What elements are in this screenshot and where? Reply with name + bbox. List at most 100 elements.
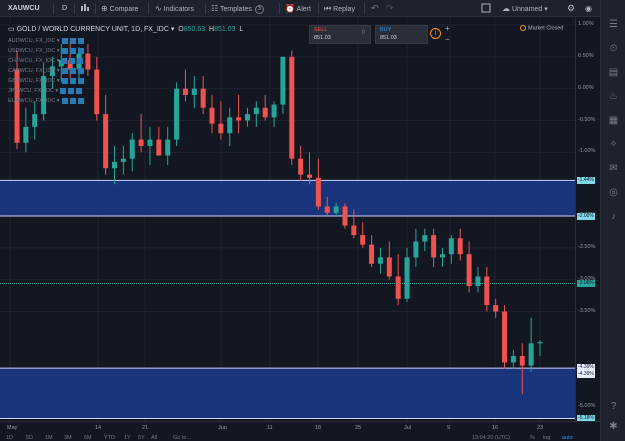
- overlay-toggle-icon[interactable]: [60, 87, 67, 94]
- candle-body: [94, 69, 100, 115]
- data-window-icon[interactable]: ▤: [608, 67, 619, 78]
- overlay-legend-item[interactable]: AUDWCU, FX_IDC ▾: [8, 37, 84, 46]
- plus-icon[interactable]: +: [445, 24, 450, 33]
- overlay-legend-item[interactable]: USDWCU, FX_IDC ▾: [8, 47, 84, 56]
- log-toggle[interactable]: log: [543, 435, 551, 441]
- timeframe-button[interactable]: 1M: [45, 435, 53, 441]
- calendar-icon[interactable]: ▦: [608, 115, 619, 126]
- series-menu-chevron-icon[interactable]: ▾: [170, 26, 175, 33]
- price-axis-label: 0.50%: [578, 52, 594, 59]
- timeframe-button[interactable]: YTD: [104, 435, 115, 441]
- candle-body: [156, 139, 162, 156]
- overlay-toggle-icon[interactable]: [61, 97, 68, 104]
- symbol-search[interactable]: XAUWCU: [8, 5, 40, 12]
- compare-button[interactable]: ⊕ Compare: [101, 0, 138, 17]
- candle-body: [484, 276, 490, 306]
- minus-icon[interactable]: −: [445, 35, 450, 44]
- candle-body: [360, 235, 366, 245]
- candle-body: [165, 139, 171, 156]
- alert-button[interactable]: ⏰ Alert: [285, 0, 311, 17]
- candlestick-chart[interactable]: [0, 17, 575, 421]
- auto-toggle[interactable]: auto: [562, 435, 573, 441]
- buy-button[interactable]: BUY 851.03: [375, 25, 428, 44]
- price-tag: -4.39%: [577, 364, 595, 372]
- overlay-toggle-icon[interactable]: [77, 67, 84, 74]
- candle-body: [103, 114, 109, 169]
- overlay-label: CHFWCU, FX_IDC ▾: [8, 58, 60, 64]
- watchlist-icon[interactable]: ☰: [609, 19, 618, 30]
- overlay-toggle-icon[interactable]: [61, 47, 68, 54]
- sell-price: 851.03: [314, 35, 331, 41]
- timeframe-button[interactable]: All: [151, 435, 158, 441]
- goto-button[interactable]: Go to...: [173, 435, 192, 441]
- fullscreen-icon[interactable]: [481, 0, 491, 17]
- buy-price: 851.03: [380, 35, 397, 41]
- overlay-toggle-icon[interactable]: [69, 97, 76, 104]
- alerts-clock-icon[interactable]: ⏲: [609, 43, 618, 54]
- redo-icon[interactable]: ↷: [386, 3, 394, 13]
- overlay-toggle-icon[interactable]: [69, 67, 76, 74]
- toolbar-divider: [364, 3, 365, 14]
- toolbar-divider: [95, 3, 96, 14]
- ideas-lightbulb-icon[interactable]: ✧: [609, 139, 618, 150]
- overlay-legend-item[interactable]: EURWCU, FX_IDC ▾: [8, 97, 84, 106]
- overlay-toggle-icon[interactable]: [69, 47, 76, 54]
- chart-style-icon[interactable]: [80, 0, 90, 17]
- candle-body: [502, 311, 508, 363]
- candle-body: [422, 235, 428, 242]
- timeframe-button[interactable]: 6M: [84, 435, 92, 441]
- info-icon[interactable]: i: [430, 28, 441, 39]
- series-legend[interactable]: ▭ GOLD / WORLD CURRENCY UNIT, 1D, FX_IDC…: [8, 25, 243, 33]
- help-question-icon[interactable]: ?: [610, 401, 617, 412]
- replay-button[interactable]: ⏮ Replay: [324, 0, 355, 17]
- candle-body: [200, 88, 206, 108]
- sell-button[interactable]: SELL 851.03: [309, 25, 371, 44]
- price-axis[interactable]: 1.00%0.50%0.00%-0.50%-1.00%-1.50%-2.00%-…: [575, 17, 600, 422]
- overlay-toggle-icon[interactable]: [77, 47, 84, 54]
- settings-gear-icon[interactable]: ⚙: [567, 3, 576, 13]
- chat-icon[interactable]: ✉: [609, 163, 618, 174]
- overlay-toggle-icon[interactable]: [61, 67, 68, 74]
- templates-button[interactable]: ☷ Templates 3: [211, 0, 264, 17]
- percent-toggle[interactable]: %: [530, 435, 535, 441]
- overlay-legend-item[interactable]: CHFWCU, FX_IDC ▾: [8, 57, 84, 66]
- time-axis-label: 21: [142, 425, 149, 431]
- templates-count-badge: 3: [254, 4, 264, 14]
- chevron-down-icon: ▾: [544, 6, 548, 13]
- undo-icon[interactable]: ↶: [371, 3, 379, 13]
- overlay-toggle-icon[interactable]: [68, 87, 75, 94]
- timeframe-button[interactable]: 3M: [64, 435, 72, 441]
- layout-menu-button[interactable]: ☁ Unnamed ▾: [502, 0, 548, 17]
- overlay-legend-item[interactable]: GBPWCU, FX_IDC ▾: [8, 77, 84, 86]
- price-axis-label: -2.50%: [578, 243, 596, 250]
- overlay-toggle-icon[interactable]: [77, 77, 84, 84]
- time-axis-label: 23: [537, 425, 544, 431]
- overlay-toggle-icon[interactable]: [61, 77, 68, 84]
- timeframe-button[interactable]: 5Y: [138, 435, 145, 441]
- hotlist-flame-icon[interactable]: ♨: [609, 91, 618, 102]
- timeframe-button[interactable]: 1D: [6, 435, 14, 441]
- overlay-toggle-icon[interactable]: [61, 57, 68, 64]
- camera-icon[interactable]: ◉: [585, 4, 592, 13]
- overlay-toggle-icon[interactable]: [61, 37, 68, 44]
- overlay-toggle-icon[interactable]: [69, 37, 76, 44]
- candle-body: [466, 254, 472, 287]
- notifications-bell-icon[interactable]: ♪: [611, 211, 616, 222]
- timeframe-button[interactable]: 1Y: [124, 435, 131, 441]
- overlay-toggle-icon[interactable]: [76, 87, 83, 94]
- streams-icon[interactable]: ◎: [609, 187, 618, 198]
- bug-icon[interactable]: ✱: [609, 421, 618, 432]
- timeframe-button[interactable]: 5D: [26, 435, 34, 441]
- overlay-toggle-icon[interactable]: [69, 77, 76, 84]
- overlay-legend-item[interactable]: CADWCU, FX_IDC ▾: [8, 67, 84, 76]
- indicators-button[interactable]: ∿ Indicators: [155, 0, 194, 17]
- overlay-toggle-icon[interactable]: [77, 97, 84, 104]
- overlay-toggle-icon[interactable]: [77, 57, 84, 64]
- time-axis-label: 14: [95, 425, 102, 431]
- overlay-toggle-icon[interactable]: [77, 37, 84, 44]
- chart-pane[interactable]: [0, 17, 575, 421]
- interval-button[interactable]: D: [62, 5, 68, 12]
- overlay-legend-item[interactable]: JPYWCU, FX_IDC ▾: [8, 87, 83, 96]
- overlay-toggle-icon[interactable]: [69, 57, 76, 64]
- candle-body: [41, 75, 47, 115]
